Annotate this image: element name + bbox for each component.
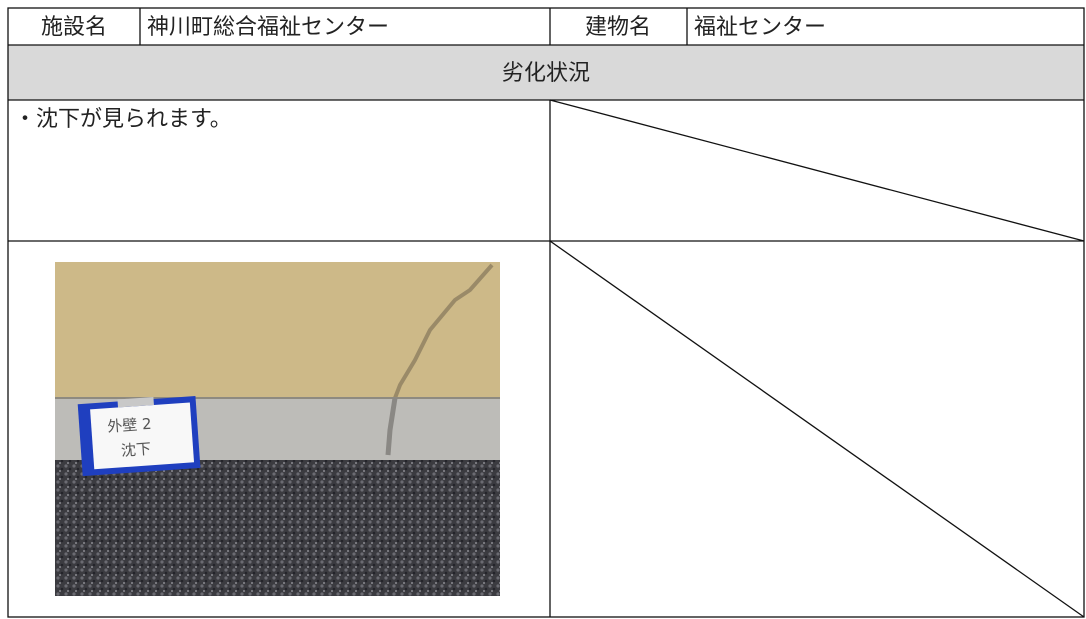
facility-name: 神川町総合福祉センター [147, 15, 389, 40]
diagonal [549, 240, 1085, 618]
sign-text: 外壁 2 [107, 415, 152, 436]
description: ・沈下が見られます。 [14, 107, 232, 132]
diagonal [549, 99, 1085, 242]
section-header-bg [8, 45, 1084, 100]
photo: 外壁 2 沈下 [55, 262, 500, 596]
building-name: 福祉センター [694, 15, 826, 40]
sign-text: 沈下 [120, 440, 151, 460]
building-label: 建物名 [585, 15, 651, 40]
section-title: 劣化状況 [502, 61, 590, 86]
table-border [7, 7, 1085, 618]
facility-label: 施設名 [41, 15, 107, 40]
